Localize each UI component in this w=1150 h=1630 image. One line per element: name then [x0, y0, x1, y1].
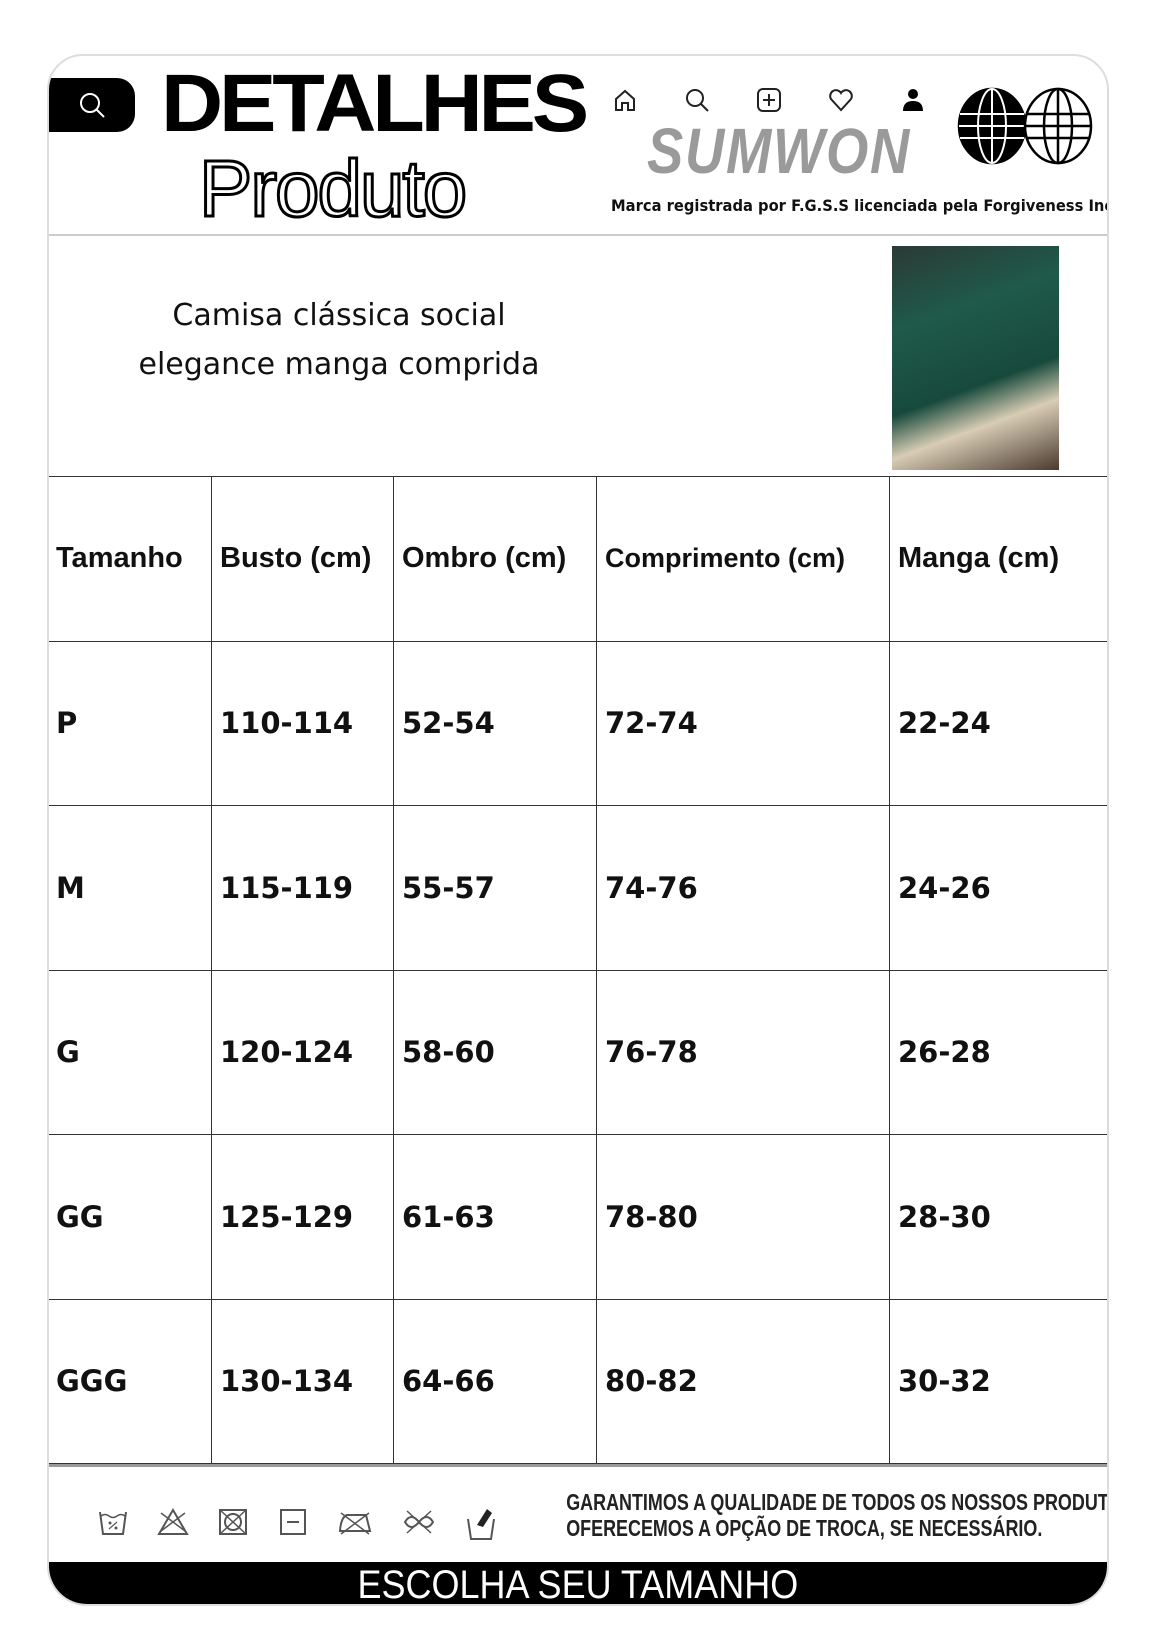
title-detalhes: DETALHES: [161, 58, 589, 149]
description-line-2: elegance manga comprida: [138, 347, 540, 382]
cell: 110-114: [211, 640, 394, 806]
cell: 72-74: [596, 640, 890, 806]
header-size: Tamanho: [49, 476, 212, 642]
title-produto: Produto: [197, 144, 468, 233]
add-icon[interactable]: [753, 84, 785, 116]
header-length: Comprimento (cm): [596, 476, 890, 642]
cell: 30-32: [889, 1298, 1107, 1464]
search-icon: [80, 93, 105, 118]
cell: 61-63: [393, 1134, 597, 1300]
table-row: GGG 130-134 64-66 80-82 30-32: [49, 1298, 1107, 1464]
cell: 26-28: [889, 969, 1107, 1135]
home-icon[interactable]: [609, 84, 641, 116]
cell: 115-119: [211, 805, 394, 971]
banner-text: ESCOLHA SEU TAMANHO: [357, 1563, 799, 1606]
cell: 76-78: [596, 969, 890, 1135]
header-bust: Busto (cm): [211, 476, 394, 642]
no-iron-icon: [338, 1512, 372, 1535]
description-line-1: Camisa clássica social: [172, 298, 506, 333]
header-sleeve: Manga (cm): [889, 476, 1107, 642]
product-description: Camisa clássica social elegance manga co…: [109, 291, 569, 389]
cell: 120-124: [211, 969, 394, 1135]
no-tumble-dry-icon: [219, 1509, 247, 1535]
footer: GARANTIMOS A QUALIDADE DE TODOS OS NOSSO…: [49, 1464, 1107, 1562]
table-header-row: Tamanho Busto (cm) Ombro (cm) Compriment…: [49, 476, 1107, 642]
guarantee-line-1: GARANTIMOS A QUALIDADE DE TODOS OS NOSSO…: [566, 1489, 1109, 1515]
table-row: M 115-119 55-57 74-76 24-26: [49, 805, 1107, 971]
globes-logo: [957, 87, 1093, 165]
product-photo: [892, 246, 1059, 470]
cell: 64-66: [393, 1298, 597, 1464]
cell: 74-76: [596, 805, 890, 971]
guarantee-line-2: OFERECEMOS A OPÇÃO DE TROCA, SE NECESSÁR…: [566, 1515, 1043, 1541]
cell: 58-60: [393, 969, 597, 1135]
choose-size-banner: ESCOLHA SEU TAMANHO: [49, 1562, 1107, 1606]
cell: 28-30: [889, 1134, 1107, 1300]
cell: P: [49, 640, 212, 806]
size-table: Tamanho Busto (cm) Ombro (cm) Compriment…: [49, 476, 1107, 1464]
cell: 22-24: [889, 640, 1107, 806]
cell: G: [49, 969, 212, 1135]
cell: 80-82: [596, 1298, 890, 1464]
cell: M: [49, 805, 212, 971]
care-icons: [97, 1507, 497, 1541]
guarantee-text: GARANTIMOS A QUALIDADE DE TODOS OS NOSSO…: [566, 1489, 1109, 1541]
cell: 55-57: [393, 805, 597, 971]
table-row: GG 125-129 61-63 78-80 28-30: [49, 1134, 1107, 1300]
cell: GGG: [49, 1298, 212, 1464]
table-row: G 120-124 58-60 76-78 26-28: [49, 969, 1107, 1135]
nav-icons: [609, 84, 929, 116]
header-divider: [49, 234, 1107, 236]
table-row: P 110-114 52-54 72-74 22-24: [49, 640, 1107, 806]
cell: 125-129: [211, 1134, 394, 1300]
cell: GG: [49, 1134, 212, 1300]
cell: 24-26: [889, 805, 1107, 971]
dry-flat-icon: [280, 1509, 306, 1535]
brand-name: SUMWON: [647, 115, 912, 187]
search-icon[interactable]: [681, 84, 713, 116]
size-guide-card: DETALHES Produto SUMWON Marca registrada…: [47, 54, 1109, 1606]
trademark-text: Marca registrada por F.G.S.S licenciada …: [611, 196, 1109, 215]
no-bleach-icon: [157, 1508, 189, 1535]
cell: 130-134: [211, 1298, 394, 1464]
heart-icon[interactable]: [825, 84, 857, 116]
no-dry-clean-icon: [403, 1510, 435, 1534]
hand-wash-icon: [467, 1509, 495, 1540]
search-button[interactable]: [49, 78, 135, 132]
user-icon[interactable]: [897, 84, 929, 116]
header-shoulder: Ombro (cm): [393, 476, 597, 642]
wash-30-icon: [99, 1511, 127, 1535]
cell: 52-54: [393, 640, 597, 806]
cell: 78-80: [596, 1134, 890, 1300]
